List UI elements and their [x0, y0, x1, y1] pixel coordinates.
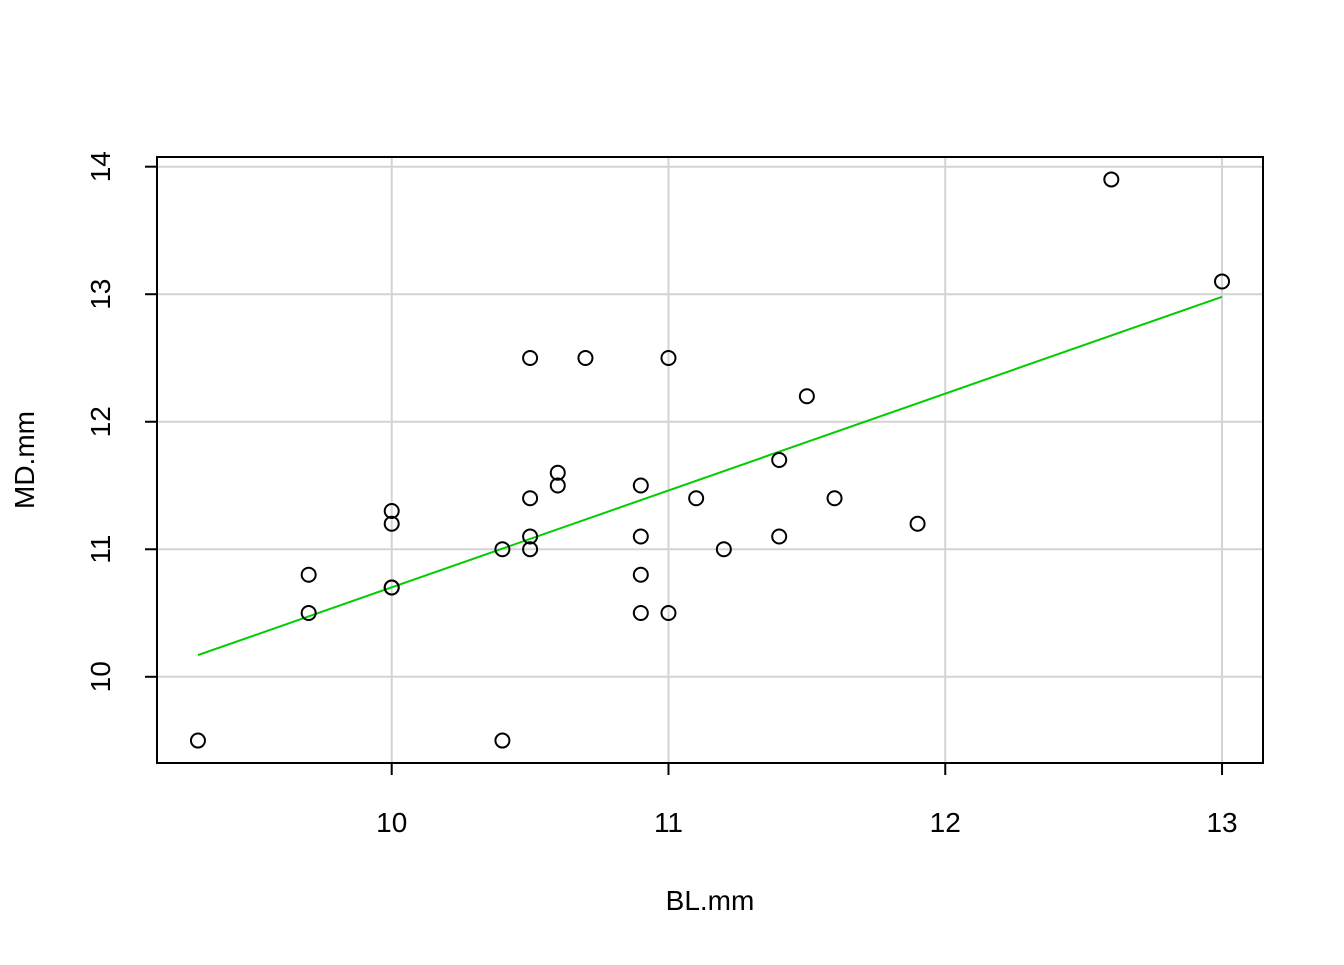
data-point — [300, 566, 317, 583]
data-point — [771, 452, 788, 468]
data-point — [660, 349, 677, 366]
x-tick-label: 13 — [1206, 807, 1237, 838]
data-point — [300, 605, 317, 622]
data-point — [632, 566, 649, 583]
y-tick-label: 11 — [85, 535, 116, 564]
data-point — [383, 515, 400, 532]
data-point — [577, 349, 594, 366]
x-tick-label: 12 — [930, 807, 961, 838]
data-point — [522, 528, 539, 545]
y-tick-label: 10 — [85, 661, 116, 692]
data-point — [909, 515, 926, 532]
x-axis-label: BL.mm — [666, 885, 755, 916]
x-tick-label: 11 — [654, 807, 683, 838]
data-point — [798, 388, 815, 405]
data-point — [826, 490, 843, 507]
data-point — [632, 528, 649, 545]
y-tick-label: 14 — [85, 151, 116, 182]
data-point — [660, 605, 677, 622]
data-point — [522, 490, 539, 507]
data-point — [1103, 171, 1120, 188]
data-point — [549, 464, 566, 481]
y-tick-label: 13 — [85, 279, 116, 310]
data-point — [688, 490, 705, 507]
data-point — [1214, 273, 1231, 290]
y-tick-label: 12 — [85, 406, 116, 437]
data-point — [522, 349, 539, 366]
y-axis-label: MD.mm — [9, 411, 40, 509]
fit-line — [197, 295, 1223, 657]
data-point — [522, 541, 539, 558]
data-point — [189, 732, 206, 749]
data-point — [771, 528, 788, 545]
data-point — [549, 477, 566, 494]
data-point — [715, 541, 732, 558]
data-point — [632, 605, 649, 622]
data-point — [494, 541, 511, 558]
plot-frame — [156, 156, 1264, 764]
data-point — [632, 477, 649, 494]
data-point — [383, 579, 400, 596]
data-point — [383, 503, 400, 520]
x-tick-label: 10 — [376, 807, 407, 838]
data-point — [494, 732, 511, 749]
